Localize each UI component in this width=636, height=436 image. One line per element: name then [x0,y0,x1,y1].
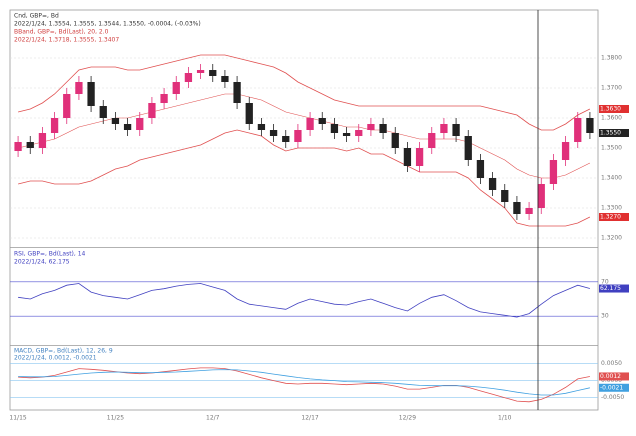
y-tick-label: 1.3800 [601,55,622,62]
candle-body [233,82,241,103]
rsi-line [18,283,591,318]
candle-body [75,82,83,94]
candle-body [26,142,34,148]
y-tick-label: 1.3600 [601,115,622,122]
candle-body [196,70,205,73]
candle-body [99,106,107,118]
last-value-label: 1.3270 [600,214,621,221]
candle-body [257,124,266,130]
candle-body [537,184,545,208]
y-tick-label: 1.3700 [601,85,622,92]
macd-subtitle: 2022/1/24, 0.0012, -0.0021 [14,355,97,362]
candle-body [50,118,59,133]
last-value-box [599,383,629,392]
candle-body [574,118,582,142]
candle-body [294,130,302,142]
candle-body [452,124,460,136]
candle-body [123,124,132,130]
candle-body [318,118,326,124]
indicator-line [18,367,590,403]
y-tick-label: 0.0000 [601,377,622,384]
candle-body [367,124,375,130]
band-name: BBand, GBP=, Bd(Last), 20, 2.0 [14,29,109,36]
candle-body [209,70,217,76]
candle-body [415,148,424,166]
candle-body [330,124,339,133]
candle-body [172,82,180,94]
x-tick-label: 12/7 [206,415,220,422]
candle-body [464,136,472,160]
candle-body [111,118,120,124]
x-tick-label: 1/10 [498,415,512,422]
candle-body [379,124,387,133]
candle-body [525,208,533,214]
x-tick-label: 11/25 [107,415,124,422]
candle-body [63,94,71,118]
candle-body [38,133,47,148]
candle-body [428,133,436,148]
y-tick-label: 70 [601,278,609,285]
y-tick-label: 1.3200 [601,235,622,242]
candle-body [148,103,156,118]
candle-body [586,118,594,133]
candle-body [440,124,448,133]
last-value-label: 1.3550 [600,130,621,137]
candle-body [501,190,509,202]
candle-body [87,82,95,106]
candle-body [403,148,412,166]
candle-body [561,142,570,160]
rsi-subtitle: 2022/1/24, 62.175 [14,259,70,266]
y-tick-label: 30 [601,313,609,320]
candle-body [269,130,278,136]
last-value-box [599,105,629,113]
band-lower [18,129,591,227]
candle-body [282,136,290,142]
candle-body [136,118,144,130]
last-value-box [599,129,629,137]
candle-body [549,160,558,184]
candle-body [355,130,363,136]
candle-body [184,73,193,82]
y-tick-label: -0.0050 [601,394,624,401]
y-tick-label: 1.3300 [601,205,622,212]
band-values: 2022/1/24, 1.3718, 1.3555, 1.3407 [14,37,119,44]
candle-body [342,133,351,136]
last-value-label: 62.175 [600,285,621,292]
price-subtitle: 2022/1/24, 1.3554, 1.3555, 1.3544, 1.355… [14,21,201,28]
macd-title: MACD, GBP=, Bd(Last), 12, 26, 9 [14,348,113,355]
last-value-box [599,213,629,221]
candle-body [14,142,22,151]
candle-body [245,103,253,124]
plot-frame [9,9,599,411]
rsi-title: RSI, GBP=, Bd(Last), 14 [14,251,86,258]
last-value-box [599,372,629,381]
last-value-label: 1.3630 [600,106,621,113]
last-value-label: 0.0012 [600,373,621,380]
plot-layer: 1.3200 1.3300 1.3400 1.3500 1.3600 1.3700 1.38… [9,55,629,422]
y-tick-label: 1.3500 [601,145,622,152]
candle-body [513,202,521,214]
x-tick-label: 11/15 [9,415,26,422]
candle-body [488,178,497,190]
y-tick-label: 0.0050 [601,360,622,367]
x-tick-label: 12/29 [399,415,416,422]
candle-body [160,94,168,103]
candle-body [476,160,485,178]
band-upper [18,54,591,131]
candle-body [221,76,229,82]
candle-body [391,133,399,148]
price-title: Cnd, GBP=, Bd [14,13,59,20]
last-value-box [599,284,629,293]
indicator-line [18,369,590,396]
last-value-label: -0.0021 [600,384,623,391]
x-tick-label: 12/17 [301,415,318,422]
y-tick-label: 1.3400 [601,175,622,182]
candle-body [306,118,314,130]
